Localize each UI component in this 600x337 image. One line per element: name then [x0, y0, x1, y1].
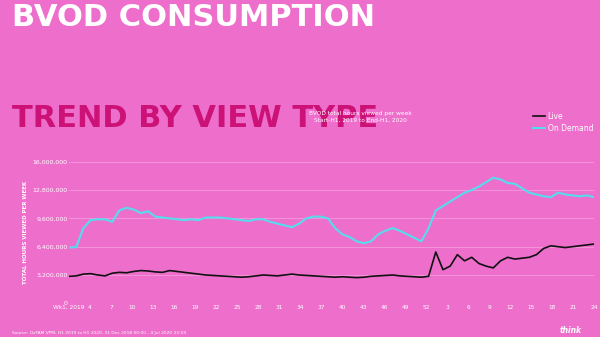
Line: On Demand: On Demand: [69, 178, 594, 248]
Live: [590, 242, 598, 246]
Y-axis label: TOTAL HOURS VIEWED PER WEEK: TOTAL HOURS VIEWED PER WEEK: [23, 181, 28, 284]
Text: BVOD total hours viewed per week
Start-H1, 2019 to End-H1, 2020: BVOD total hours viewed per week Start-H…: [308, 111, 412, 123]
On Demand: [173, 217, 181, 221]
Live: [367, 274, 374, 278]
Live: [181, 270, 188, 274]
On Demand: [238, 218, 245, 222]
Live: [238, 275, 245, 279]
On Demand: [547, 195, 554, 199]
On Demand: [490, 176, 497, 180]
On Demand: [360, 241, 367, 245]
On Demand: [353, 239, 360, 243]
Live: [360, 275, 367, 279]
On Demand: [181, 218, 188, 222]
Text: think: think: [560, 326, 582, 335]
On Demand: [65, 246, 73, 250]
Line: Live: Live: [69, 244, 594, 278]
Text: TREND BY VIEW TYPE: TREND BY VIEW TYPE: [12, 104, 378, 133]
Live: [353, 276, 360, 280]
Text: BVOD CONSUMPTION: BVOD CONSUMPTION: [12, 3, 375, 32]
Live: [173, 270, 181, 274]
Live: [547, 244, 554, 248]
Live: [65, 274, 73, 278]
On Demand: [590, 195, 598, 199]
Legend: Live, On Demand: Live, On Demand: [533, 112, 593, 133]
Text: Source: OzTAM VPM, H1 2019 to H1 2020, 31 Dec 2018 00:00 - 4 Jul 2020 23:59: Source: OzTAM VPM, H1 2019 to H1 2020, 3…: [12, 331, 186, 335]
